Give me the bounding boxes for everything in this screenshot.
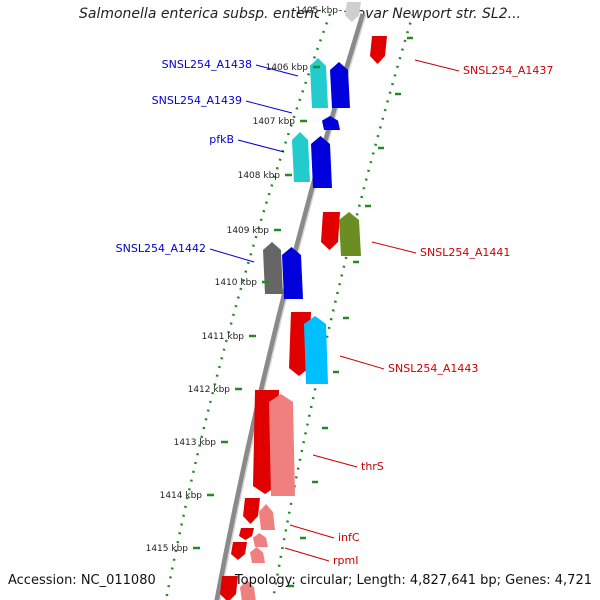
leader-line xyxy=(284,547,330,562)
leader-line xyxy=(209,248,255,263)
gene-arrow xyxy=(330,62,350,108)
accession-text: Accession: NC_011080 xyxy=(8,573,156,588)
gene-arrow xyxy=(322,116,340,130)
gene-arrow xyxy=(250,547,265,563)
leader-line xyxy=(289,524,335,539)
gene-label-reverse: rpmI xyxy=(333,554,358,567)
gene-label-reverse: SNSL254_A1437 xyxy=(463,64,553,77)
gene-label-reverse: SNSL254_A1441 xyxy=(420,246,510,259)
gene-arrow xyxy=(263,242,283,294)
leader-line xyxy=(237,139,285,153)
gene-arrow xyxy=(310,58,328,108)
tick-label: 1412 kbp xyxy=(188,385,231,395)
tick-label: 1408 kbp xyxy=(238,171,281,181)
gene-arrow xyxy=(240,580,256,600)
gene-arrow xyxy=(253,533,268,547)
gene-arrow xyxy=(292,132,310,182)
label-layer: SNSL254_A1438 SNSL254_A1439 pfkB SNSL254_A1… xyxy=(116,58,554,567)
gene-arrow xyxy=(239,528,254,540)
leader-line xyxy=(245,100,293,114)
tick-label: 1406 kbp xyxy=(266,63,309,73)
gene-arrow xyxy=(231,542,247,560)
gene-arrow xyxy=(220,576,238,600)
gene-label-forward: SNSL254_A1438 xyxy=(162,58,252,71)
leader-line xyxy=(371,241,417,254)
leader-line xyxy=(339,355,385,370)
tick-label: 1407 kbp xyxy=(253,117,296,127)
gene-label-reverse: infC xyxy=(338,531,360,544)
leader-line xyxy=(414,59,460,72)
gene-arrow xyxy=(339,212,361,256)
outer-dotted-ring xyxy=(271,13,415,600)
gene-label-forward: SNSL254_A1442 xyxy=(116,242,206,255)
gene-arrow xyxy=(311,136,332,188)
gene-arrow xyxy=(243,498,260,524)
tick-label: 1414 kbp xyxy=(160,491,203,501)
gene-arrow xyxy=(282,247,303,299)
gene-arrow xyxy=(259,504,275,530)
tick-label: 1413 kbp xyxy=(174,438,217,448)
tick-label: 1411 kbp xyxy=(202,332,245,342)
gene-label-reverse: thrS xyxy=(361,460,384,473)
gene-label-forward: SNSL254_A1439 xyxy=(152,94,242,107)
leader-line xyxy=(255,64,299,77)
leader-line xyxy=(312,454,358,468)
gene-arrow xyxy=(321,212,340,250)
gene-arrow xyxy=(345,2,361,22)
gene-arrow xyxy=(370,36,387,64)
tick-layer: 1405 kbp 1406 kbp 1407 kbp 1408 kbp 1409 kbp… xyxy=(146,6,339,554)
tick-label: 1409 kbp xyxy=(227,226,270,236)
gene-arrow xyxy=(269,394,295,496)
map-background xyxy=(164,5,415,600)
tick-label: 1410 kbp xyxy=(215,278,258,288)
map-title: Salmonella enterica subsp. enterica sero… xyxy=(79,6,521,22)
feature-layer xyxy=(220,2,387,600)
topology-text: Topology: circular; Length: 4,827,641 bp… xyxy=(234,573,592,588)
gene-label-reverse: SNSL254_A1443 xyxy=(388,362,478,375)
tick-label: 1405 kbp xyxy=(296,6,339,16)
tick-label: 1415 kbp xyxy=(146,544,189,554)
gene-label-forward: pfkB xyxy=(209,133,234,146)
gene-arrow xyxy=(304,316,328,384)
